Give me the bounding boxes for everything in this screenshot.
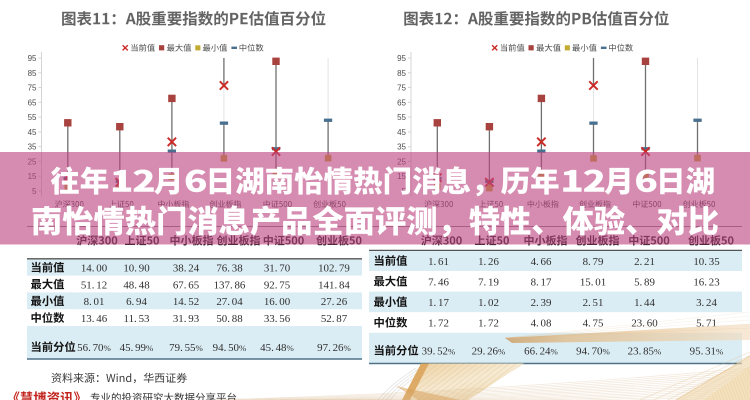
svg-text:2.39: 2. 39 bbox=[531, 297, 552, 309]
svg-text:92.75: 92. 75 bbox=[264, 279, 291, 291]
svg-text:50.88: 50. 88 bbox=[216, 313, 243, 325]
svg-text:1.44: 1. 44 bbox=[634, 297, 655, 309]
svg-text:45: 45 bbox=[28, 128, 37, 137]
svg-text:94.70%: 94. 70% bbox=[576, 346, 610, 358]
svg-text:55: 55 bbox=[397, 113, 406, 122]
svg-text:45.48%: 45. 48% bbox=[260, 342, 294, 354]
svg-text:23.85%: 23. 85% bbox=[628, 346, 662, 358]
svg-text:75: 75 bbox=[28, 84, 37, 93]
svg-text:8.01: 8. 01 bbox=[84, 296, 105, 308]
svg-text:2.51: 2. 51 bbox=[583, 297, 604, 309]
svg-text:55: 55 bbox=[28, 113, 37, 122]
svg-text:56.70%: 56. 70% bbox=[77, 342, 111, 354]
svg-text:1.72: 1. 72 bbox=[478, 318, 499, 330]
svg-text:5.89: 5. 89 bbox=[634, 276, 655, 288]
svg-text:45: 45 bbox=[397, 128, 406, 137]
svg-text:95: 95 bbox=[28, 54, 37, 63]
svg-text:1.26: 1. 26 bbox=[478, 256, 499, 268]
svg-text:6.94: 6. 94 bbox=[126, 296, 147, 308]
svg-text:10.90: 10. 90 bbox=[123, 263, 150, 275]
svg-text:1.17: 1. 17 bbox=[428, 297, 449, 309]
svg-text:11.53: 11. 53 bbox=[124, 313, 150, 325]
svg-text:14.52: 14. 52 bbox=[173, 296, 199, 308]
svg-text:4.08: 4. 08 bbox=[531, 318, 552, 330]
svg-text:31.70: 31. 70 bbox=[264, 263, 291, 275]
svg-text:4.66: 4. 66 bbox=[531, 256, 552, 268]
svg-text:39.52%: 39. 52% bbox=[422, 346, 456, 358]
svg-text:79.55%: 79. 55% bbox=[169, 342, 203, 354]
svg-text:95: 95 bbox=[397, 54, 406, 63]
svg-text:51.12: 51. 12 bbox=[81, 279, 107, 291]
svg-text:4.75: 4. 75 bbox=[583, 318, 604, 330]
svg-text:15.01: 15. 01 bbox=[580, 276, 606, 288]
svg-text:33.56: 33. 56 bbox=[264, 313, 291, 325]
svg-text:29.26%: 29. 26% bbox=[472, 346, 506, 358]
svg-text:1.61: 1. 61 bbox=[428, 256, 449, 268]
svg-text:27.04: 27. 04 bbox=[216, 296, 243, 308]
svg-text:10.35: 10. 35 bbox=[693, 256, 720, 268]
svg-text:2.21: 2. 21 bbox=[634, 256, 655, 268]
svg-text:95.31%: 95. 31% bbox=[690, 346, 724, 358]
svg-text:13.46: 13. 46 bbox=[81, 313, 108, 325]
svg-text:75: 75 bbox=[397, 84, 406, 93]
svg-text:94.50%: 94. 50% bbox=[213, 342, 247, 354]
svg-text:45.99%: 45. 99% bbox=[120, 342, 154, 354]
svg-text:67.65: 67. 65 bbox=[173, 279, 200, 291]
svg-text:16.00: 16. 00 bbox=[264, 296, 291, 308]
svg-text:3.24: 3. 24 bbox=[696, 297, 717, 309]
svg-text:141.84: 141. 84 bbox=[318, 279, 350, 291]
svg-text:85: 85 bbox=[28, 69, 37, 78]
svg-text:102.79: 102. 79 bbox=[318, 263, 350, 275]
svg-text:1.02: 1. 02 bbox=[478, 297, 499, 309]
svg-text:65: 65 bbox=[397, 98, 406, 107]
svg-text:16.23: 16. 23 bbox=[693, 276, 720, 288]
svg-text:35: 35 bbox=[397, 143, 406, 152]
svg-text:52.87: 52. 87 bbox=[321, 313, 348, 325]
svg-text:85: 85 bbox=[397, 69, 406, 78]
svg-text:137.86: 137. 86 bbox=[214, 279, 246, 291]
svg-text:31.93: 31. 93 bbox=[173, 313, 200, 325]
svg-text:66.24%: 66. 24% bbox=[524, 346, 558, 358]
svg-text:97.26%: 97. 26% bbox=[317, 342, 351, 354]
svg-text:23.60: 23. 60 bbox=[631, 318, 658, 330]
svg-text:1.72: 1. 72 bbox=[428, 318, 449, 330]
svg-text:27.26: 27. 26 bbox=[321, 296, 348, 308]
svg-text:48.48: 48. 48 bbox=[123, 279, 150, 291]
svg-text:65: 65 bbox=[28, 98, 37, 107]
svg-text:14.00: 14. 00 bbox=[81, 263, 108, 275]
svg-text:7.46: 7. 46 bbox=[428, 276, 449, 288]
svg-text:8.79: 8. 79 bbox=[583, 256, 604, 268]
svg-text:76.38: 76. 38 bbox=[216, 263, 243, 275]
svg-text:7.19: 7. 19 bbox=[478, 276, 499, 288]
svg-text:8.17: 8. 17 bbox=[531, 276, 552, 288]
svg-text:35: 35 bbox=[28, 143, 37, 152]
svg-text:38.24: 38. 24 bbox=[173, 263, 200, 275]
